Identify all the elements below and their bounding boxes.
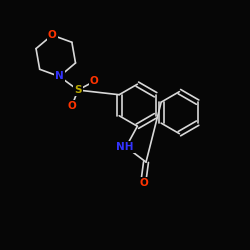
Text: S: S (74, 85, 82, 95)
Text: O: O (139, 178, 148, 188)
Text: N: N (55, 72, 64, 82)
Text: O: O (90, 76, 98, 86)
Text: O: O (68, 101, 76, 111)
Text: NH: NH (116, 142, 134, 152)
Text: O: O (48, 30, 56, 40)
